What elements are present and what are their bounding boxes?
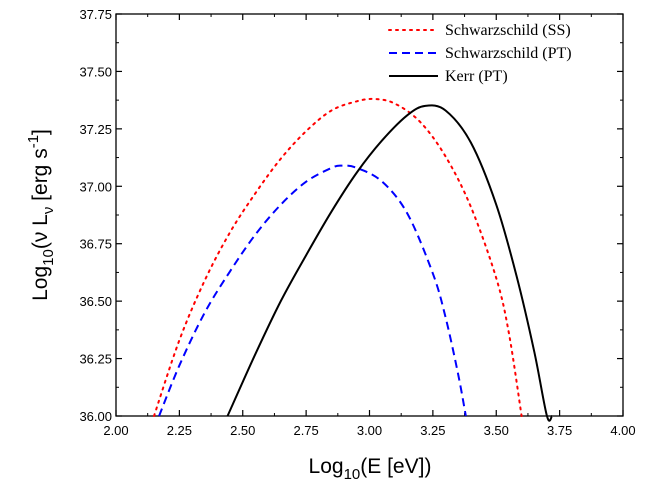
x-tick-label: 2.00 bbox=[103, 423, 128, 438]
y-axis-title: Log10(ν Lν [erg s-1] bbox=[25, 129, 57, 301]
x-tick-label: 2.75 bbox=[293, 423, 318, 438]
series-line-2 bbox=[226, 104, 554, 422]
series-line-1 bbox=[158, 164, 467, 417]
axis-tick-labels: 2.00 2.25 2.50 2.75 3.00 3.25 3.50 3.75 4.00 36.0… bbox=[79, 7, 635, 438]
x-axis-title: Log10(E [eV]) bbox=[309, 455, 432, 483]
y-tick-label: 37.25 bbox=[79, 122, 112, 137]
plot-frame bbox=[115, 13, 624, 417]
x-tick-label: 4.00 bbox=[610, 423, 635, 438]
y-tick-label: 37.75 bbox=[79, 7, 112, 22]
x-tick-label: 2.50 bbox=[230, 423, 255, 438]
axis-ticks bbox=[115, 13, 624, 417]
y-tick-label: 37.00 bbox=[79, 179, 112, 194]
legend-label-2: Kerr (PT) bbox=[445, 68, 508, 85]
x-tick-label: 3.25 bbox=[420, 423, 445, 438]
x-tick-label: 3.00 bbox=[357, 423, 382, 438]
series-line-0 bbox=[153, 97, 523, 417]
y-tick-label: 36.50 bbox=[79, 294, 112, 309]
y-tick-label: 36.75 bbox=[79, 237, 112, 252]
y-tick-label: 36.25 bbox=[79, 352, 112, 367]
y-tick-label: 37.50 bbox=[79, 64, 112, 79]
legend-label-0: Schwarzschild (SS) bbox=[445, 22, 571, 39]
data-lines bbox=[153, 97, 554, 422]
x-tick-label: 3.75 bbox=[547, 423, 572, 438]
x-tick-label: 2.25 bbox=[167, 423, 192, 438]
x-tick-label: 3.50 bbox=[484, 423, 509, 438]
legend: Schwarzschild (SS) Schwarzschild (PT) Kerr… bbox=[388, 22, 572, 85]
legend-label-1: Schwarzschild (PT) bbox=[445, 45, 572, 62]
y-tick-label: 36.00 bbox=[79, 409, 112, 424]
